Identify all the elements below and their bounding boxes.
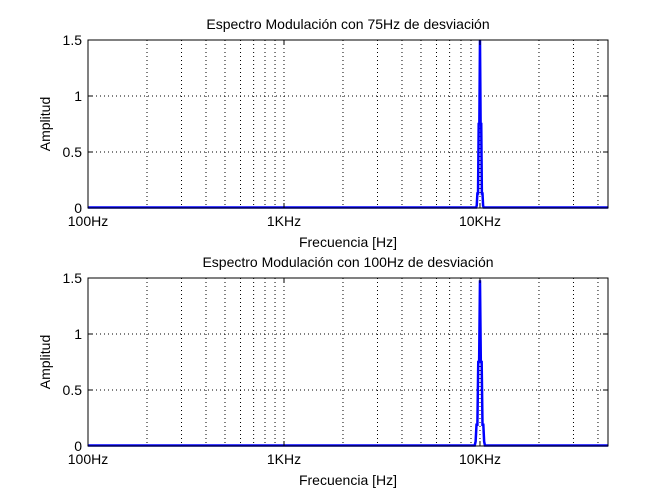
y-tick-label: 0 [74, 200, 82, 216]
subplots: 100Hz 1KHz 10KHz 0 0.5 1 1.5 Espectro Modulació… [37, 16, 609, 488]
x-tick-label: 100Hz [68, 451, 108, 467]
chart-title: Espectro Modulación con 100Hz de desviac… [202, 254, 493, 270]
data-point [480, 361, 482, 363]
data-point [481, 361, 483, 363]
x-tick-label: 1KHz [267, 213, 301, 229]
x-tick-label: 10KHz [459, 213, 501, 229]
data-point [476, 205, 478, 207]
subplot-2: 100Hz 1KHz 10KHz 0 0.5 1 1.5 Espectro Modulació… [37, 254, 609, 488]
data-point [483, 440, 485, 443]
axes-frame [87, 277, 609, 447]
plot-area [88, 278, 608, 446]
y-tick-label: 0.5 [63, 382, 83, 398]
data-point [476, 424, 478, 426]
data-point [478, 123, 480, 125]
data-point [480, 123, 482, 125]
x-axis-label: Frecuencia [Hz] [299, 472, 397, 488]
y-axis-label: Amplitud [37, 335, 53, 389]
y-tick-label: 0.5 [63, 144, 83, 160]
subplot-1: 100Hz 1KHz 10KHz 0 0.5 1 1.5 Espectro Modulació… [37, 16, 609, 250]
x-tick-label: 10KHz [459, 451, 501, 467]
y-tick-label: 1.5 [63, 32, 83, 48]
data-point [482, 424, 484, 426]
chart-title: Espectro Modulación con 75Hz de desviaci… [206, 16, 489, 32]
data-point [477, 192, 479, 195]
x-axis-label: Frecuencia [Hz] [299, 234, 397, 250]
x-tick-label: 1KHz [267, 451, 301, 467]
data-point [475, 424, 478, 426]
plot-area [88, 40, 608, 208]
data-point [481, 424, 484, 426]
y-tick-label: 1 [74, 326, 82, 342]
y-axis-label: Amplitud [37, 97, 53, 151]
data-point [477, 361, 479, 363]
x-tick-label: 100Hz [68, 213, 108, 229]
data-point [475, 440, 477, 443]
grid [88, 40, 608, 208]
data-point [478, 361, 480, 363]
y-tick-label: 0 [74, 438, 82, 454]
data-point [481, 192, 484, 195]
axes-frame [87, 39, 609, 209]
y-tick-label: 1 [74, 88, 82, 104]
data-point [482, 205, 484, 207]
y-tick-label: 1.5 [63, 270, 83, 286]
